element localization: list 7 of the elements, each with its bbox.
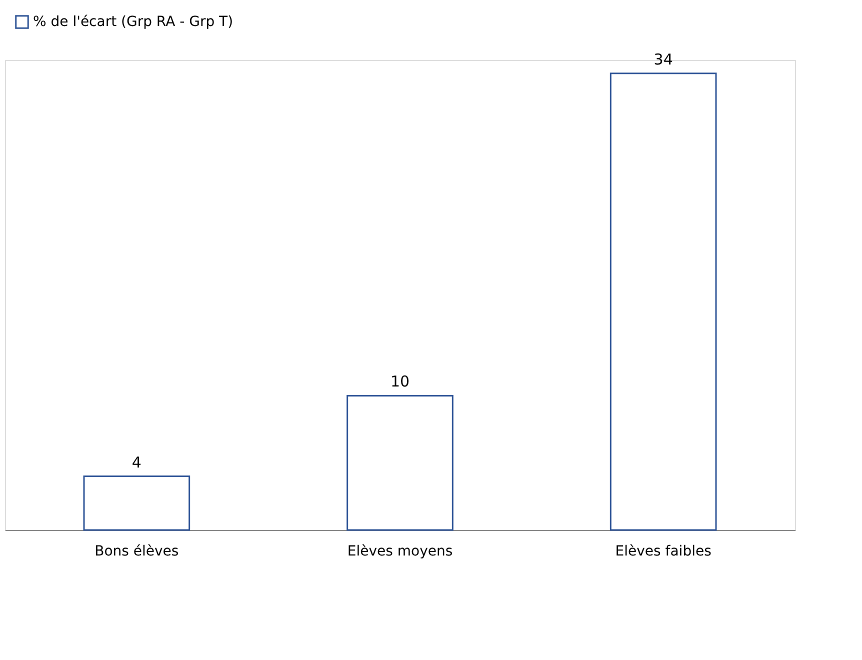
data-label: 34: [654, 50, 673, 68]
data-label: 4: [132, 453, 142, 472]
x-tick-label: Elèves faibles: [615, 544, 712, 560]
x-tick-label: Bons élèves: [94, 544, 179, 560]
data-label: 10: [390, 372, 410, 391]
legend-label: % de l'écart (Grp RA - Grp T): [33, 14, 234, 30]
x-tick-label: Elèves moyens: [347, 544, 453, 560]
